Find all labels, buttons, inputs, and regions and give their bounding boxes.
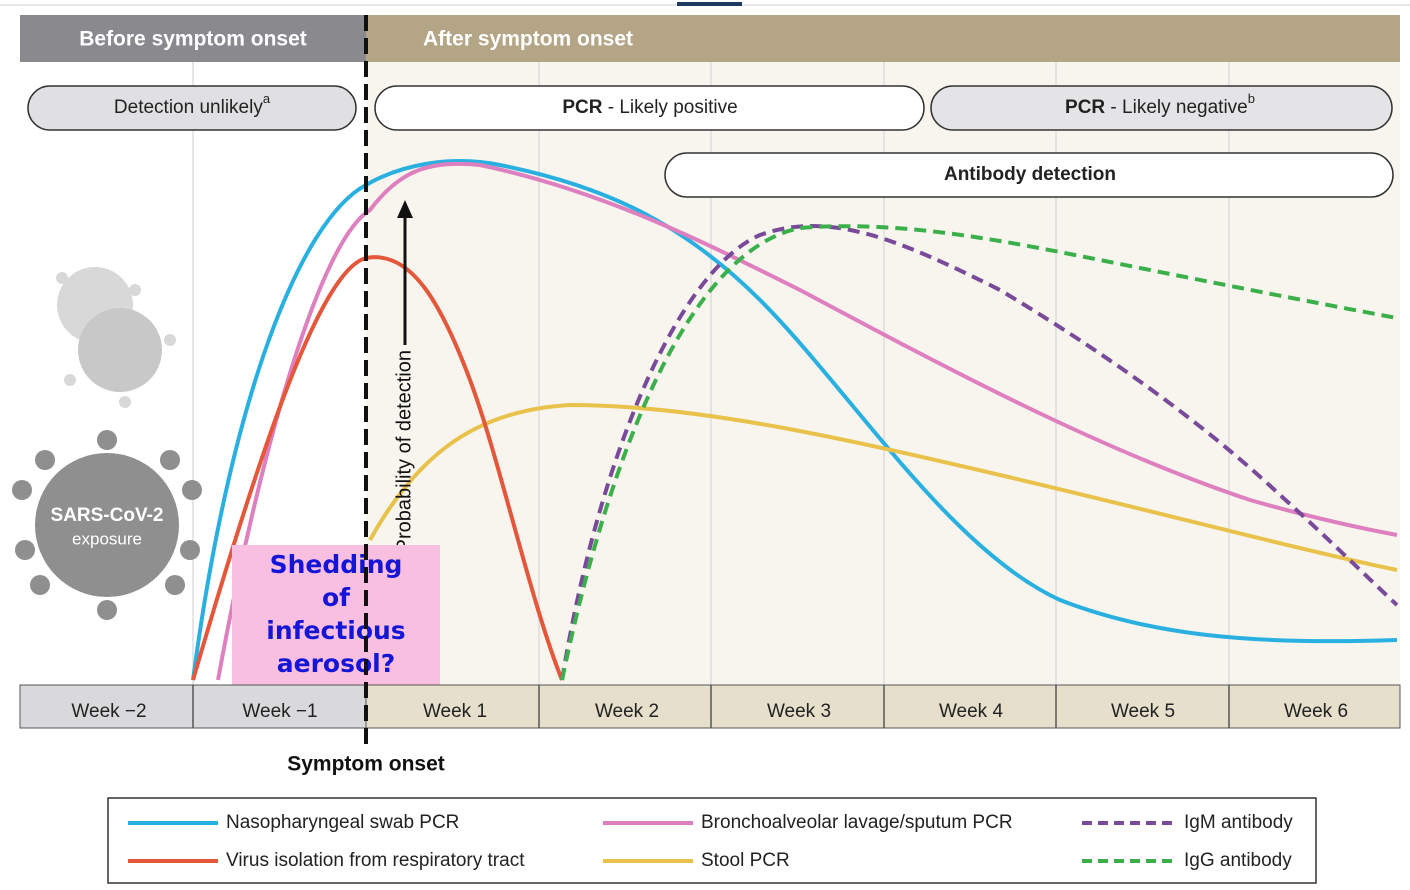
header-after: [366, 15, 1400, 62]
week-axis-after: [365, 684, 1401, 729]
bronchoalveolar-curve: [216, 161, 1398, 681]
legend-label: Virus isolation from respiratory tract: [226, 850, 525, 871]
band-note: b: [1248, 91, 1255, 106]
legend-label: IgG antibody: [1184, 850, 1292, 871]
overlay-line: infectious: [266, 616, 405, 645]
legend-label: Nasopharyngeal swab PCR: [226, 812, 459, 833]
overlay-line: aerosol?: [277, 649, 395, 678]
band-note: a: [263, 91, 271, 106]
legend-label: Stool PCR: [701, 850, 790, 871]
band-text: Detection unlikely: [114, 97, 263, 118]
band-label: PCR - Likely positive: [562, 97, 737, 118]
week-label: Week 6: [1284, 701, 1348, 722]
stool-curve: [368, 402, 1398, 572]
igm-curve: [560, 224, 1399, 681]
band-text: - Likely positive: [602, 97, 737, 118]
band: [27, 85, 357, 131]
header-before-label: Before symptom onset: [79, 28, 307, 51]
band-bold: PCR: [1065, 97, 1105, 118]
virus-icon: [12, 430, 202, 620]
onset-label: Symptom onset: [287, 753, 445, 776]
legend-label: Bronchoalveolar lavage/sputum PCR: [701, 812, 1013, 833]
band-label: Antibody detection: [944, 164, 1116, 185]
overlay-line: Shedding: [270, 550, 403, 579]
week-label: Week 2: [595, 701, 659, 722]
top-tab: [677, 2, 742, 6]
week-label: Week 3: [767, 701, 831, 722]
band-label: PCR - Likely negativeb: [1065, 91, 1255, 118]
virus-icon-faded: [56, 267, 176, 408]
band: [374, 85, 925, 131]
band: [664, 152, 1394, 198]
y-axis-label: Probability of detection: [393, 350, 415, 552]
week-label: Week 4: [939, 701, 1004, 722]
y-arrow-head: [397, 200, 413, 218]
week-label: Week 5: [1111, 701, 1175, 722]
header-after-label: After symptom onset: [423, 28, 633, 51]
header-before: [20, 15, 366, 62]
band: [930, 85, 1393, 131]
band-label: Detection unlikelya: [114, 91, 271, 118]
overlay-text: Shedding of infectious aerosol?: [266, 550, 405, 678]
band-text: - Likely negative: [1105, 97, 1248, 118]
legend-label: IgM antibody: [1184, 812, 1293, 833]
virus-isolation-curve: [191, 255, 564, 681]
exposure-label: SARS-CoV-2: [51, 505, 164, 526]
igg-curve: [560, 224, 1398, 681]
band-bold: PCR: [562, 97, 602, 118]
week-label: Week −2: [71, 701, 146, 722]
overlay-line: of: [322, 583, 351, 612]
week-label: Week 1: [423, 701, 487, 722]
legend-box: [107, 797, 1317, 884]
overlay-box: [232, 545, 440, 688]
exposure-label: exposure: [72, 529, 142, 548]
week-dividers: [192, 685, 1230, 728]
week-label: Week −1: [242, 701, 317, 722]
